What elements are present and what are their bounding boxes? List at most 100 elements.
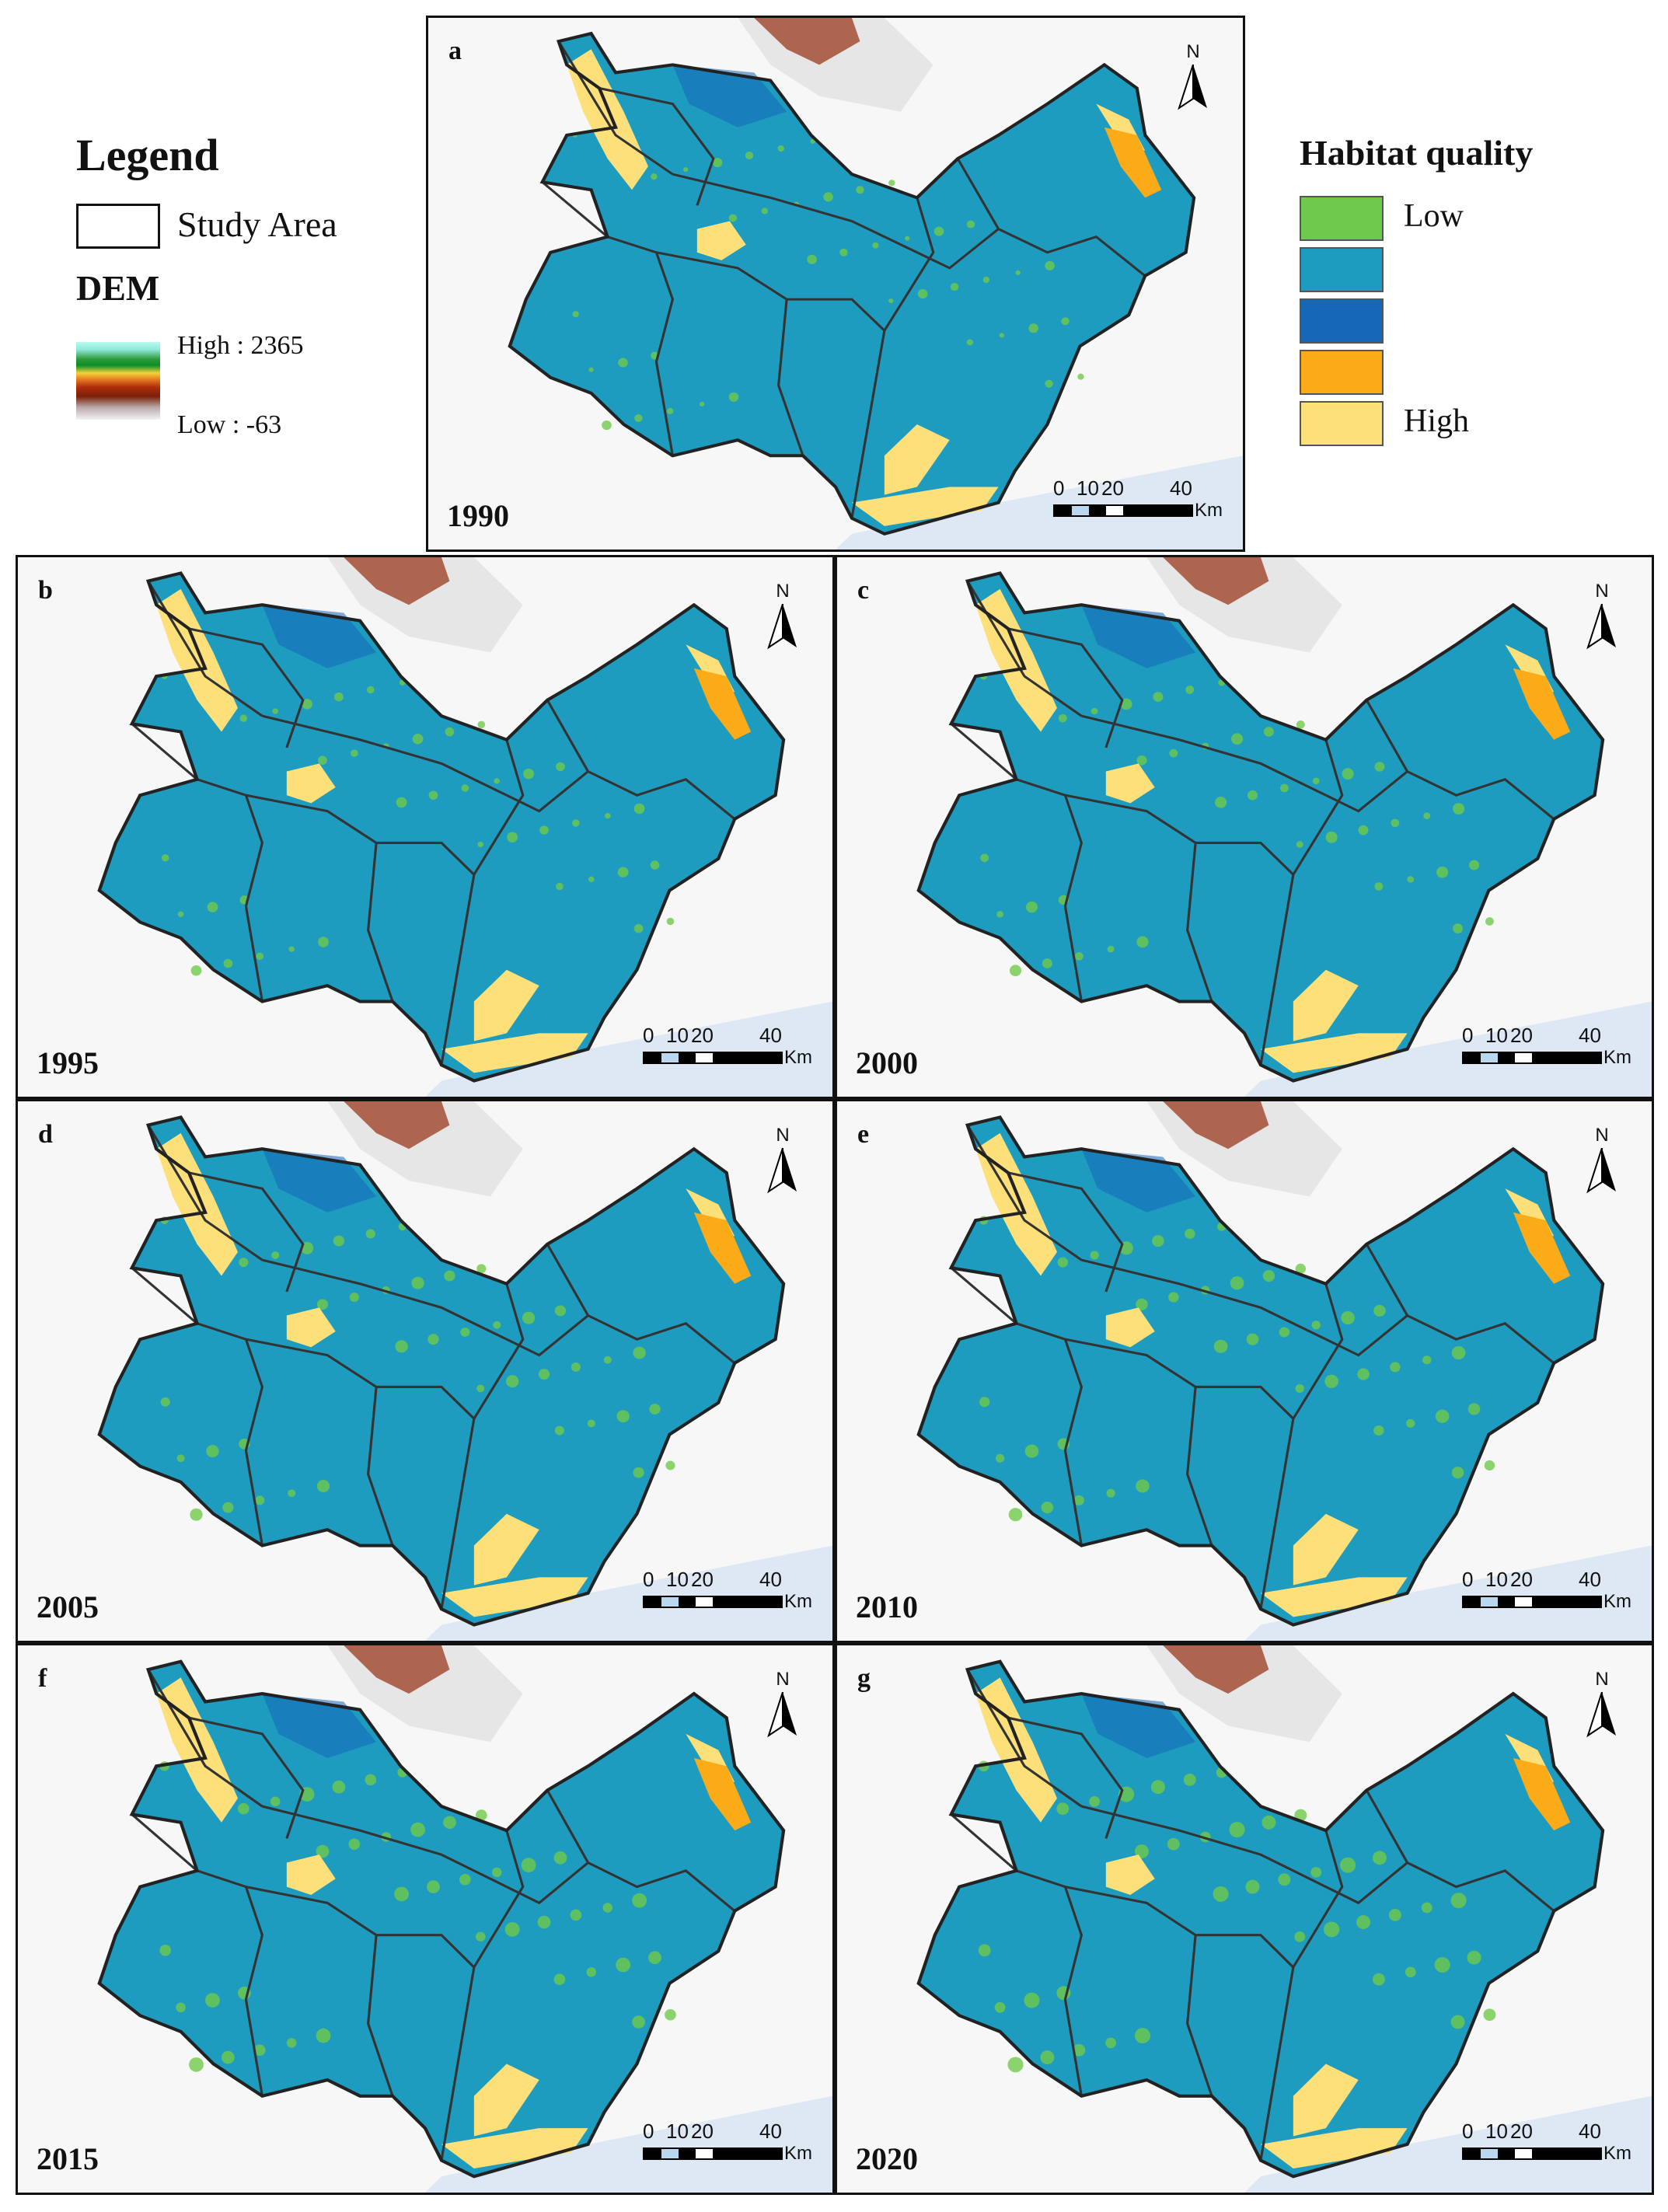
low-quality-patch (333, 1235, 345, 1247)
scale-unit: Km (784, 1047, 812, 1068)
low-quality-patch (239, 714, 248, 722)
district-boundary (246, 1338, 475, 1420)
low-quality-patch (556, 882, 564, 891)
low-quality-patch (1467, 1950, 1481, 1965)
low-quality-patch (1324, 1374, 1338, 1388)
north-label: N (1186, 41, 1200, 62)
scale-tick: 40 (759, 1568, 782, 1591)
low-quality-patch (1231, 733, 1244, 745)
study-area-boundary (97, 571, 786, 1083)
low-quality-patch (443, 1816, 456, 1830)
high-quality-area (1260, 1577, 1408, 1617)
terrain-peaks (344, 1645, 450, 1694)
panel-letter: f (38, 1664, 47, 1693)
low-quality-patch (207, 902, 218, 912)
low-quality-patch (572, 311, 579, 318)
low-quality-patch (475, 1809, 487, 1821)
low-quality-patch (1025, 901, 1038, 913)
scale-tick: 10 (1485, 2120, 1508, 2143)
high-quality-area (1260, 2128, 1408, 2168)
low-quality-patch (271, 1251, 280, 1259)
low-quality-patch (1295, 1263, 1307, 1274)
scale-tick: 20 (1101, 476, 1124, 500)
low-quality-patch (616, 1957, 631, 1973)
north-arrow: N (759, 581, 806, 666)
water-body (1244, 2095, 1652, 2193)
low-quality-patch (445, 727, 455, 737)
district-boundary (777, 298, 804, 456)
panel-letter: c (857, 576, 870, 605)
north-label: N (776, 1125, 790, 1146)
scale-bar: 0 10 20 40 Km (643, 1024, 822, 1078)
low-quality-patch (537, 1915, 551, 1929)
low-quality-patch (1120, 698, 1132, 710)
low-quality-patch (239, 1258, 249, 1268)
panel-letter: a (448, 37, 462, 65)
low-quality-patch (683, 167, 689, 173)
low-quality-patch (1073, 2043, 1086, 2057)
low-quality-patch (982, 276, 990, 283)
district-boundary (1325, 1314, 1408, 1357)
map-panel-e: e 2010 N 0 10 20 40 Km (835, 1099, 1654, 1643)
low-quality-patch (633, 1467, 644, 1478)
low-quality-patch (427, 1880, 440, 1893)
low-quality-patch (1041, 1501, 1054, 1514)
low-quality-patch (1310, 1867, 1322, 1878)
low-quality-patch (1294, 1809, 1307, 1822)
district-boundary (367, 843, 394, 1003)
water-body (425, 1001, 832, 1097)
panel-year: 1995 (37, 1045, 99, 1080)
study-area-fill (918, 573, 1603, 1081)
map-d (97, 1101, 832, 1641)
map-b (97, 557, 832, 1097)
low-quality-patch (444, 1270, 455, 1282)
study-area-fill (99, 573, 784, 1081)
low-quality-patch (648, 1951, 661, 1964)
low-quality-patch (412, 733, 424, 745)
low-quality-patch (1373, 1425, 1384, 1436)
study-area-boundary (508, 31, 1196, 536)
district-boundary (131, 723, 264, 1002)
low-quality-patch (999, 333, 1004, 338)
low-quality-patch (477, 841, 484, 848)
study-area-boundary (916, 1659, 1605, 2179)
scale-tick: 10 (1485, 1024, 1508, 1047)
low-quality-patch (332, 1780, 346, 1794)
low-quality-patch (1213, 1339, 1228, 1353)
district-boundary (440, 1283, 525, 1610)
low-quality-patch (1483, 2008, 1496, 2022)
low-quality-patch (1185, 1228, 1195, 1239)
low-quality-patch (1009, 965, 1022, 977)
low-quality-patch (979, 1397, 990, 1408)
district-boundary (950, 1267, 1084, 1546)
high-quality-area (473, 969, 539, 1041)
low-quality-patch (1485, 917, 1494, 926)
low-quality-patch (318, 937, 329, 947)
scale-unit: Km (1603, 1047, 1631, 1068)
low-quality-patch (604, 813, 611, 819)
low-quality-patch (1325, 831, 1338, 843)
district-boundary (1186, 1935, 1213, 2097)
low-quality-patch (1405, 1966, 1416, 1978)
low-quality-patch (633, 1346, 646, 1359)
low-quality-patch (365, 1774, 377, 1786)
north-arrow-icon (767, 1692, 797, 1738)
low-quality-patch (618, 358, 628, 368)
high-class-patch (672, 65, 787, 127)
low-quality-patch (1340, 1857, 1356, 1873)
district-boundary (1081, 1258, 1327, 1341)
low-quality-patch (1406, 1418, 1415, 1428)
low-quality-patch (556, 762, 565, 772)
low-quality-patch (1245, 1879, 1260, 1894)
low-quality-patch (1169, 748, 1178, 758)
low-quality-patch (1423, 812, 1431, 819)
map-panel-f: f 2015 N 0 10 20 40 Km (16, 1643, 835, 2195)
district-boundary (367, 1935, 394, 2097)
high-class-patch (262, 1149, 377, 1212)
low-quality-patch (777, 145, 784, 152)
scale-tick: 0 (643, 1568, 654, 1591)
dem-low-label: Low : -63 (177, 410, 282, 439)
low-quality-patch (1185, 686, 1195, 694)
scale-tick: 10 (1077, 476, 1099, 500)
low-quality-patch (394, 1886, 410, 1902)
